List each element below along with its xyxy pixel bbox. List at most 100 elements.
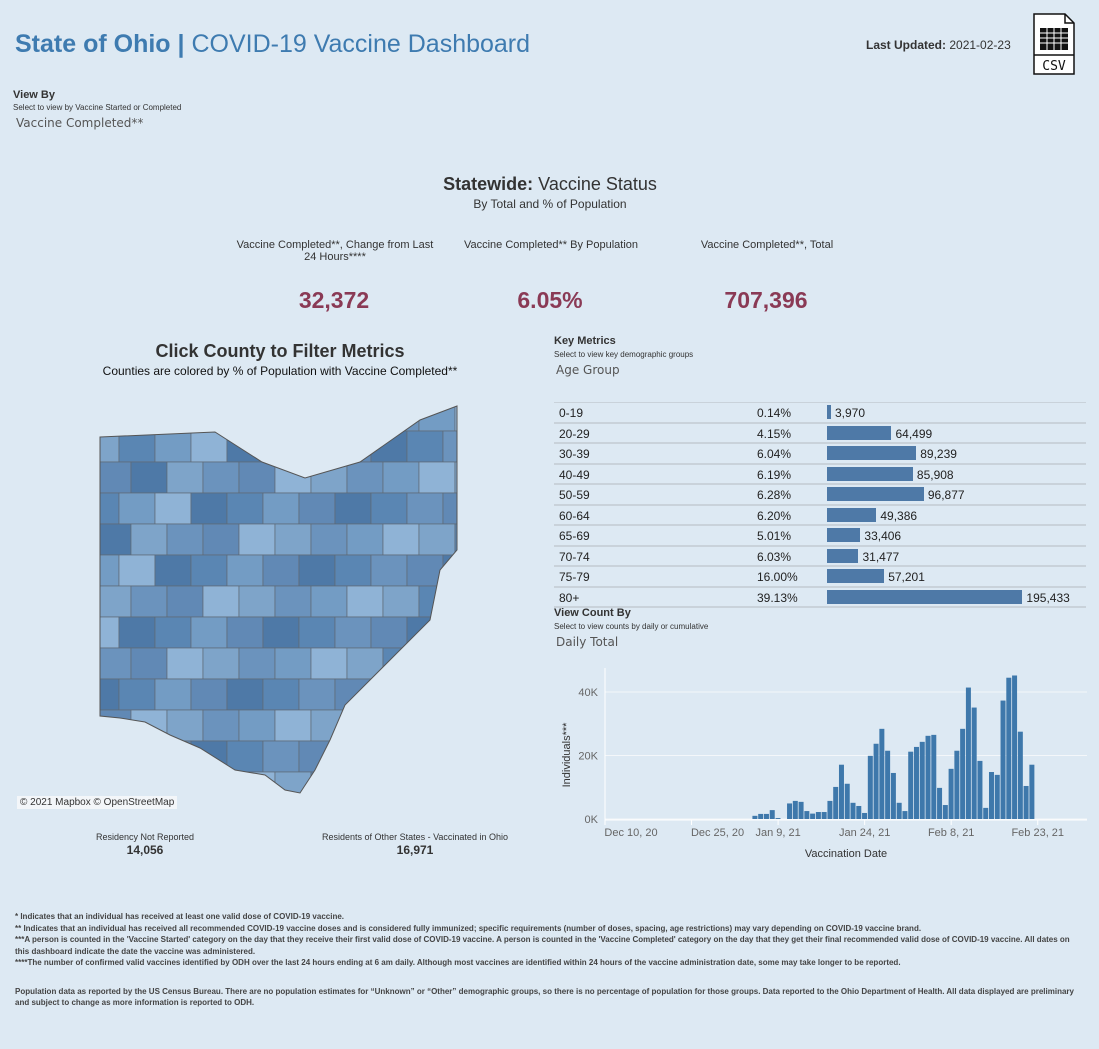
county[interactable] — [454, 523, 491, 556]
county[interactable] — [262, 740, 300, 773]
county[interactable] — [83, 740, 120, 773]
county[interactable] — [262, 678, 300, 711]
county[interactable] — [226, 554, 264, 587]
county[interactable] — [310, 461, 348, 494]
county[interactable] — [370, 616, 408, 649]
county[interactable] — [130, 647, 168, 680]
county[interactable] — [334, 492, 372, 525]
county[interactable] — [118, 678, 156, 711]
county[interactable] — [238, 709, 276, 742]
county[interactable] — [118, 740, 156, 773]
county[interactable] — [382, 647, 420, 680]
county[interactable] — [202, 585, 240, 618]
county[interactable] — [202, 771, 240, 803]
county[interactable] — [418, 647, 456, 680]
county[interactable] — [118, 616, 156, 649]
county[interactable] — [238, 461, 276, 494]
county[interactable] — [130, 400, 168, 432]
age-count-bar[interactable] — [827, 548, 859, 563]
age-count-bar[interactable] — [827, 446, 917, 460]
county[interactable] — [442, 430, 479, 463]
age-count-bar[interactable] — [827, 589, 1023, 604]
county[interactable] — [274, 647, 312, 680]
county[interactable] — [310, 400, 348, 432]
view-by-dropdown[interactable]: Vaccine Completed** — [16, 116, 144, 130]
county[interactable] — [274, 585, 312, 618]
county[interactable] — [262, 492, 300, 525]
age-count-bar[interactable] — [827, 507, 877, 522]
ohio-county-map[interactable] — [0, 390, 540, 810]
county[interactable] — [382, 523, 420, 556]
county[interactable] — [382, 585, 420, 618]
key-metric-row[interactable]: 65-69 5.01% 33,406 — [554, 526, 1086, 547]
county[interactable] — [83, 678, 120, 711]
county[interactable] — [346, 647, 384, 680]
county[interactable] — [442, 616, 479, 649]
age-count-bar[interactable] — [827, 528, 861, 542]
county[interactable] — [370, 554, 408, 587]
county[interactable] — [334, 616, 372, 649]
county[interactable] — [406, 492, 444, 525]
county[interactable] — [238, 585, 276, 618]
key-metric-row[interactable]: 40-49 6.19% 85,908 — [554, 465, 1086, 485]
county[interactable] — [310, 523, 348, 556]
county[interactable] — [226, 678, 264, 711]
county[interactable] — [238, 647, 276, 680]
county[interactable] — [130, 461, 168, 494]
county[interactable] — [370, 492, 408, 525]
county[interactable] — [370, 740, 408, 773]
view-count-dropdown[interactable]: Daily Total — [556, 635, 619, 649]
county[interactable] — [370, 430, 408, 463]
county[interactable] — [418, 523, 456, 556]
county[interactable] — [238, 771, 276, 803]
county[interactable] — [346, 400, 384, 432]
county[interactable] — [442, 678, 479, 711]
county[interactable] — [166, 400, 204, 432]
key-metric-row[interactable]: 0-19 0.14% 3,970 — [554, 403, 1086, 424]
county[interactable] — [262, 430, 300, 463]
county[interactable] — [262, 554, 300, 587]
county[interactable] — [406, 616, 444, 649]
county[interactable] — [166, 461, 204, 494]
county[interactable] — [166, 647, 204, 680]
county[interactable] — [83, 616, 120, 649]
county[interactable] — [166, 585, 204, 618]
county[interactable] — [370, 678, 408, 711]
county[interactable] — [274, 709, 312, 742]
county[interactable] — [83, 430, 120, 463]
county[interactable] — [238, 523, 276, 556]
county[interactable] — [406, 678, 444, 711]
county[interactable] — [298, 430, 336, 463]
county[interactable] — [154, 678, 192, 711]
county[interactable] — [454, 585, 491, 618]
county[interactable] — [226, 740, 264, 773]
county[interactable] — [190, 492, 228, 525]
county[interactable] — [346, 461, 384, 494]
county[interactable] — [130, 709, 168, 742]
county[interactable] — [166, 523, 204, 556]
age-count-bar[interactable] — [827, 405, 831, 419]
age-count-bar[interactable] — [827, 466, 913, 481]
key-metric-row[interactable]: 60-64 6.20% 49,386 — [554, 506, 1086, 526]
csv-file-icon[interactable]: CSV — [1033, 13, 1075, 75]
county[interactable] — [382, 461, 420, 494]
county[interactable] — [454, 771, 491, 803]
county[interactable] — [310, 771, 348, 803]
county[interactable] — [346, 771, 384, 803]
county[interactable] — [454, 647, 491, 680]
county[interactable] — [346, 709, 384, 742]
county[interactable] — [118, 492, 156, 525]
county[interactable] — [454, 461, 491, 494]
county[interactable] — [334, 678, 372, 711]
county[interactable] — [262, 616, 300, 649]
county[interactable] — [154, 616, 192, 649]
county[interactable] — [226, 430, 264, 463]
county[interactable] — [346, 523, 384, 556]
county[interactable] — [310, 585, 348, 618]
county[interactable] — [310, 709, 348, 742]
county[interactable] — [406, 554, 444, 587]
county[interactable] — [442, 740, 479, 773]
county[interactable] — [418, 771, 456, 803]
county[interactable] — [334, 740, 372, 773]
county[interactable] — [95, 647, 132, 680]
